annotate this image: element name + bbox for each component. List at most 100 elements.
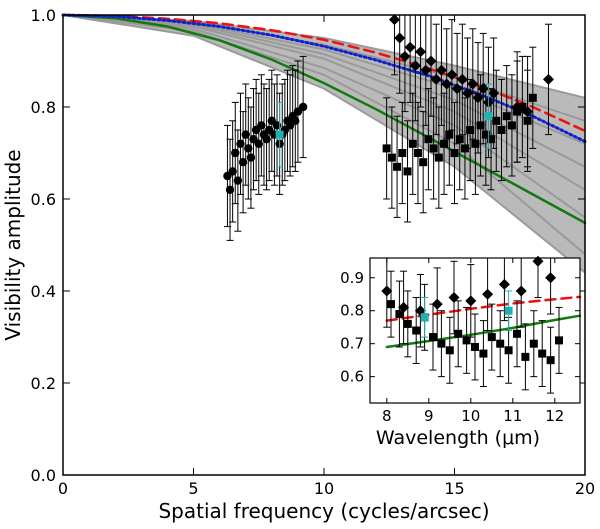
- data-point: [387, 153, 396, 162]
- data-point: [435, 64, 447, 76]
- data-point: [262, 135, 271, 144]
- inset-x-tick-label: 8: [382, 407, 392, 425]
- data-point: [437, 339, 446, 348]
- data-point: [413, 149, 422, 157]
- data-point: [515, 285, 527, 297]
- data-point: [467, 78, 479, 90]
- inset-x-axis-label: Wavelength (μm): [376, 427, 540, 449]
- data-point: [462, 336, 471, 345]
- x-axis-label: Spatial frequency (cycles/arcsec): [158, 499, 489, 523]
- data-point: [472, 92, 484, 104]
- data-point: [513, 329, 521, 338]
- data-point: [546, 356, 555, 365]
- y-tick-label: 0.4: [31, 282, 56, 301]
- data-point: [420, 64, 432, 76]
- inset-x-tick-label: 10: [461, 407, 480, 425]
- data-point: [481, 130, 490, 139]
- data-point: [496, 339, 505, 348]
- data-point: [425, 55, 437, 67]
- data-point: [454, 329, 463, 338]
- data-point: [388, 14, 400, 26]
- data-point: [451, 83, 463, 95]
- data-point: [487, 333, 496, 342]
- data-point: [445, 130, 454, 139]
- data-point: [233, 176, 243, 185]
- data-point: [231, 148, 240, 158]
- data-point: [456, 73, 468, 85]
- data-point: [450, 149, 459, 157]
- inset-observation-points: [381, 255, 563, 394]
- data-point: [482, 288, 494, 300]
- data-point: [498, 278, 510, 290]
- data-point: [236, 139, 245, 148]
- data-point: [298, 102, 308, 112]
- data-point: [409, 60, 421, 72]
- data-point: [225, 185, 235, 194]
- data-point: [244, 144, 253, 153]
- data-point: [431, 298, 443, 310]
- data-point: [545, 272, 557, 284]
- data-point: [395, 310, 404, 319]
- data-point: [408, 139, 417, 148]
- inset-plot-frame: [369, 257, 581, 404]
- data-point: [532, 255, 544, 267]
- data-point: [555, 336, 563, 345]
- highlight-point: [504, 306, 513, 315]
- x-tick-label: 0: [58, 479, 68, 498]
- data-point: [487, 135, 496, 144]
- main-axis-ticks: 0 5 10 15 20 0.0 0.2 0.4 0.6 0.8 1.0: [31, 6, 596, 498]
- data-point: [403, 319, 412, 328]
- data-point: [419, 158, 428, 167]
- green-model-line: [61, 13, 587, 225]
- data-point: [404, 41, 416, 53]
- data-point: [446, 69, 458, 81]
- data-point: [429, 333, 437, 342]
- data-point: [228, 167, 237, 176]
- data-point: [528, 93, 537, 102]
- y-tick-label: 0.8: [31, 98, 56, 117]
- data-point: [529, 339, 538, 348]
- data-point: [238, 158, 248, 167]
- data-point: [254, 139, 263, 148]
- data-point: [488, 87, 500, 99]
- data-point: [387, 300, 395, 309]
- inset-y-tick-label: 0.6: [340, 368, 364, 386]
- x-tick-label: 20: [575, 479, 595, 498]
- data-point: [521, 352, 530, 361]
- model-band-fill: [63, 15, 585, 273]
- data-point: [492, 116, 501, 125]
- data-point: [462, 87, 474, 99]
- data-point: [542, 73, 554, 85]
- data-point: [477, 83, 489, 95]
- inset-axis-ticks: 8 9 10 11 12 0.6 0.7 0.8 0.9: [340, 258, 580, 425]
- blue-dotted-model-line: [61, 13, 587, 143]
- inset-x-tick-label: 11: [503, 407, 522, 425]
- data-point: [445, 346, 454, 355]
- y-tick-label: 0.2: [31, 374, 56, 393]
- data-point: [424, 135, 433, 144]
- data-point: [403, 167, 412, 176]
- data-point: [382, 144, 391, 153]
- data-point: [479, 349, 488, 358]
- data-point: [538, 349, 547, 358]
- x-tick-label: 15: [444, 479, 464, 498]
- data-point: [504, 346, 513, 355]
- y-tick-label: 0.6: [31, 190, 56, 209]
- inset-y-tick-label: 0.8: [340, 302, 364, 320]
- data-point: [246, 153, 256, 162]
- data-point: [399, 50, 411, 62]
- inset-x-tick-label: 9: [424, 407, 434, 425]
- data-point: [257, 121, 266, 130]
- inset-x-tick-label: 12: [545, 407, 564, 425]
- data-point: [507, 121, 516, 130]
- data-point: [415, 46, 427, 58]
- data-point: [291, 116, 300, 126]
- data-point: [466, 126, 475, 134]
- data-point: [465, 295, 477, 307]
- data-point: [455, 135, 464, 144]
- highlight-point: [420, 313, 429, 322]
- data-point: [381, 285, 393, 297]
- data-point: [497, 126, 506, 134]
- model-band-curve: [62, 14, 586, 274]
